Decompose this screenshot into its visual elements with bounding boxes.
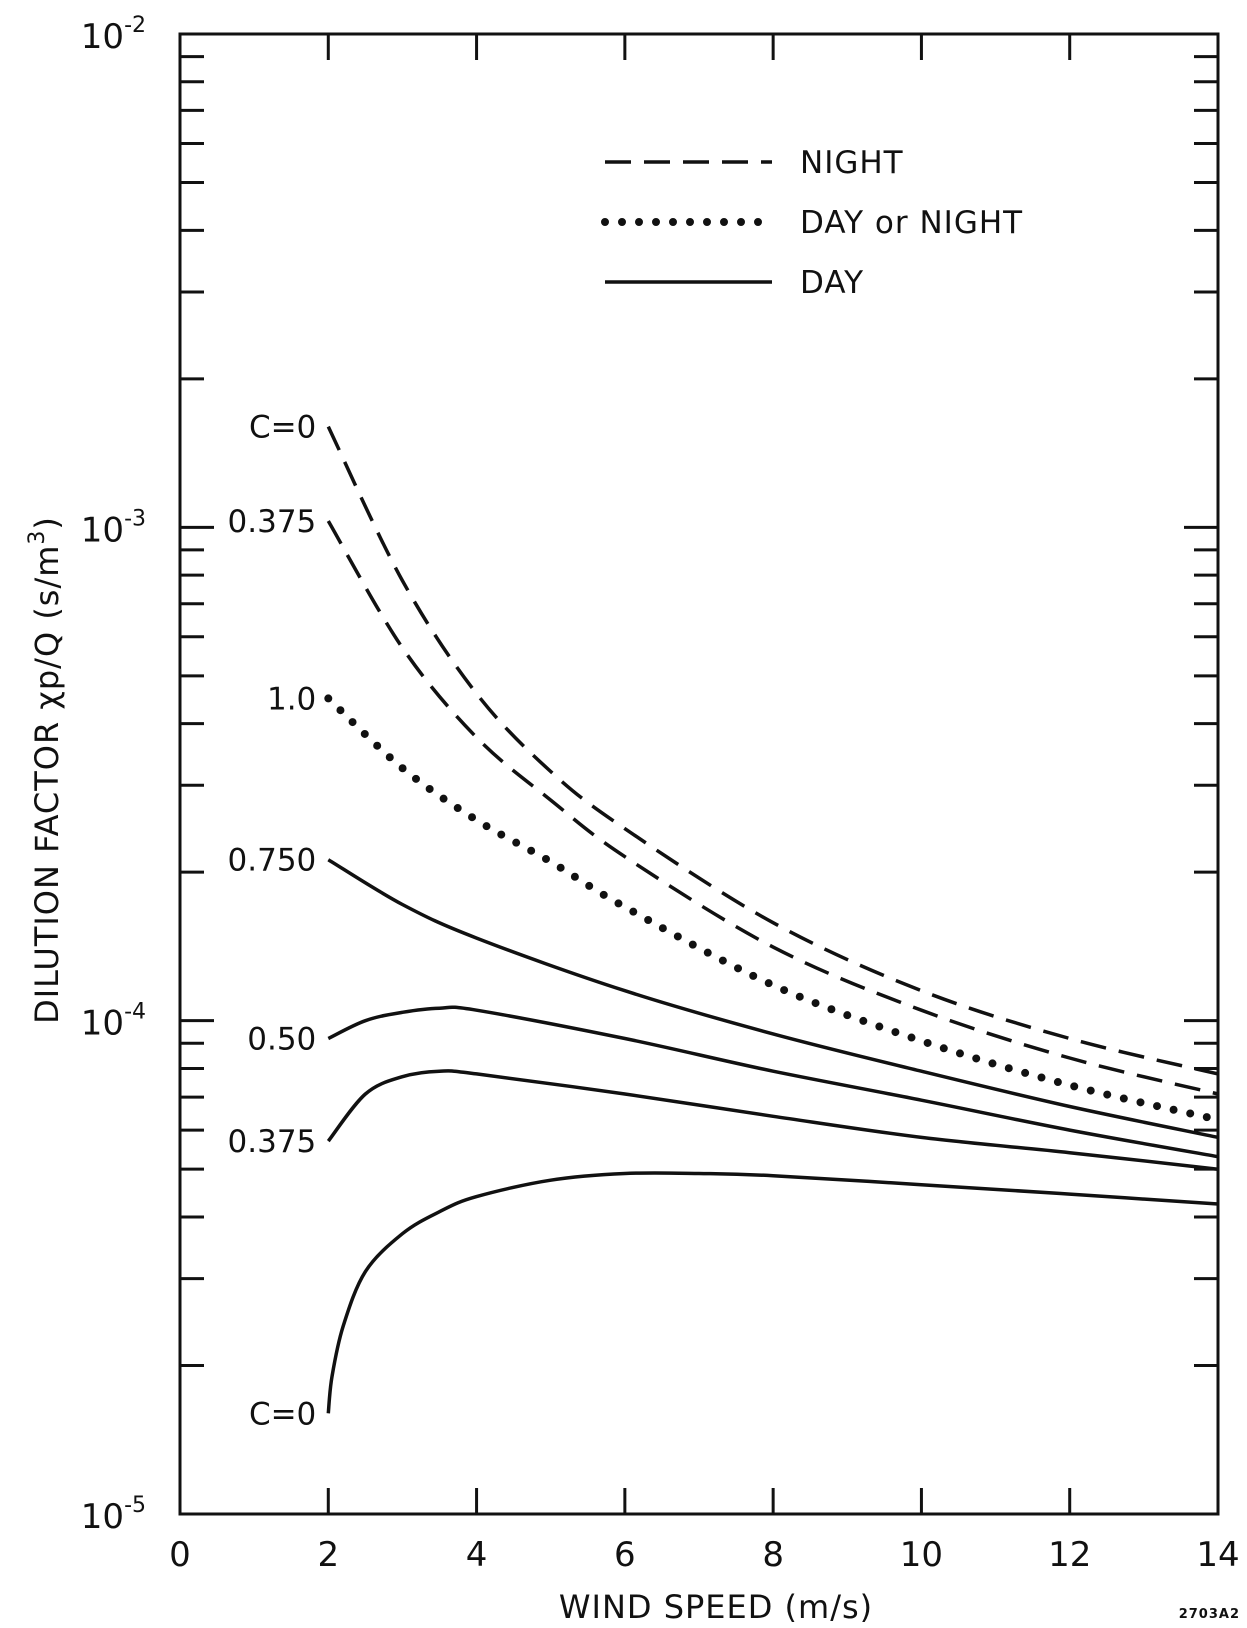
figure-id: 2703A2 [1179, 1607, 1240, 1622]
series-line-2 [326, 520, 1219, 1096]
y-tick-label: 10-3 [81, 506, 146, 550]
x-tick-label: 10 [900, 1535, 943, 1575]
legend: NIGHT DAY or NIGHT DAY [601, 145, 1023, 301]
legend-label-dashed: NIGHT [800, 145, 904, 181]
x-axis-title: WIND SPEED (m/s) [559, 1588, 873, 1626]
x-tick-label: 14 [1196, 1535, 1239, 1575]
legend-label-dotted: DAY or NIGHT [800, 205, 1023, 241]
y-tick-label: 10-5 [81, 1493, 146, 1537]
series-line-1 [326, 425, 1219, 1076]
series-line-7 [326, 1171, 1219, 1414]
x-tick-label: 2 [317, 1535, 339, 1575]
y-axis-title: DILUTION FACTOR χp/Q (s/m3) [25, 516, 66, 1024]
series-line-3 [324, 694, 1222, 1124]
x-tick-label: 6 [614, 1535, 636, 1575]
series-label-6: 0.375 [228, 1124, 317, 1160]
series-lines [324, 425, 1222, 1414]
x-tick-label: 4 [466, 1535, 488, 1575]
series-line-4 [327, 858, 1219, 1140]
legend-label-solid: DAY [800, 265, 864, 301]
series-label-1: C=0 [249, 410, 316, 446]
plot-frame [178, 32, 1220, 1516]
series-label-7: C=0 [249, 1396, 316, 1432]
tick-marks [178, 34, 1220, 1516]
y-tick-label: 10-2 [81, 13, 146, 57]
x-tick-label: 12 [1048, 1535, 1091, 1575]
series-line-6 [326, 1069, 1219, 1171]
series-line-5 [327, 1005, 1219, 1159]
series-label-5: 0.50 [247, 1022, 316, 1058]
tick-labels: 0 2 4 6 8 10 12 14 10-5 10-4 10-3 10-2 [81, 13, 1240, 1575]
series-label-2: 0.375 [228, 504, 317, 540]
y-tick-label: 10-4 [81, 1000, 146, 1044]
series-label-3: 1.0 [267, 681, 316, 717]
x-tick-label: 8 [762, 1535, 784, 1575]
series-label-4: 0.750 [228, 843, 317, 879]
curve-labels: C=0 0.375 1.0 0.750 0.50 0.375 C=0 [228, 410, 317, 1433]
x-tick-label: 0 [169, 1535, 191, 1575]
